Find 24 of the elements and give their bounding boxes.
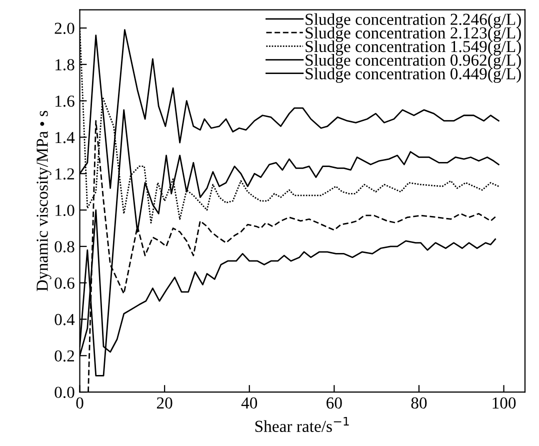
y-tick-label: 1.6 bbox=[56, 96, 74, 107]
x-tick-label: 40 bbox=[241, 397, 258, 409]
y-tick-label: 0.6 bbox=[54, 278, 74, 289]
x-axis-title: Shear rate/s$^{−1}$ bbox=[255, 416, 349, 432]
y-tick-label: 1.8 bbox=[56, 59, 74, 70]
y-tick-label: 0.0 bbox=[54, 386, 74, 398]
legend-label: Sludge concentration 1.549(g/L) bbox=[306, 40, 521, 56]
y-axis-title: Dynamic viscosity/MPa • s bbox=[36, 110, 52, 292]
y-tick-label: 0.4 bbox=[54, 314, 75, 326]
y-tick-label: 2.0 bbox=[54, 22, 74, 34]
legend-label: Sludge concentration 2.123(g/L) bbox=[306, 26, 521, 42]
x-tick-label: 20 bbox=[156, 397, 172, 409]
legend-label: Sludge concentration 2.246(g/L) bbox=[306, 13, 521, 28]
y-tick-label: 1.0 bbox=[56, 204, 74, 216]
x-tick-label: 60 bbox=[326, 397, 342, 409]
y-tick-label: 1.2 bbox=[56, 168, 74, 180]
legend-label: Sludge concentration 0.449(g/L) bbox=[306, 68, 521, 83]
x-tick-label: 100 bbox=[492, 397, 516, 409]
y-tick-label: 0.8 bbox=[54, 241, 74, 252]
y-tick-label: 0.2 bbox=[54, 350, 74, 362]
x-tick-label: 0 bbox=[76, 397, 84, 409]
y-tick-label: 1.4 bbox=[56, 132, 75, 144]
x-tick-label: 80 bbox=[411, 397, 427, 409]
legend-label: Sludge concentration 0.962(g/L) bbox=[306, 54, 521, 70]
